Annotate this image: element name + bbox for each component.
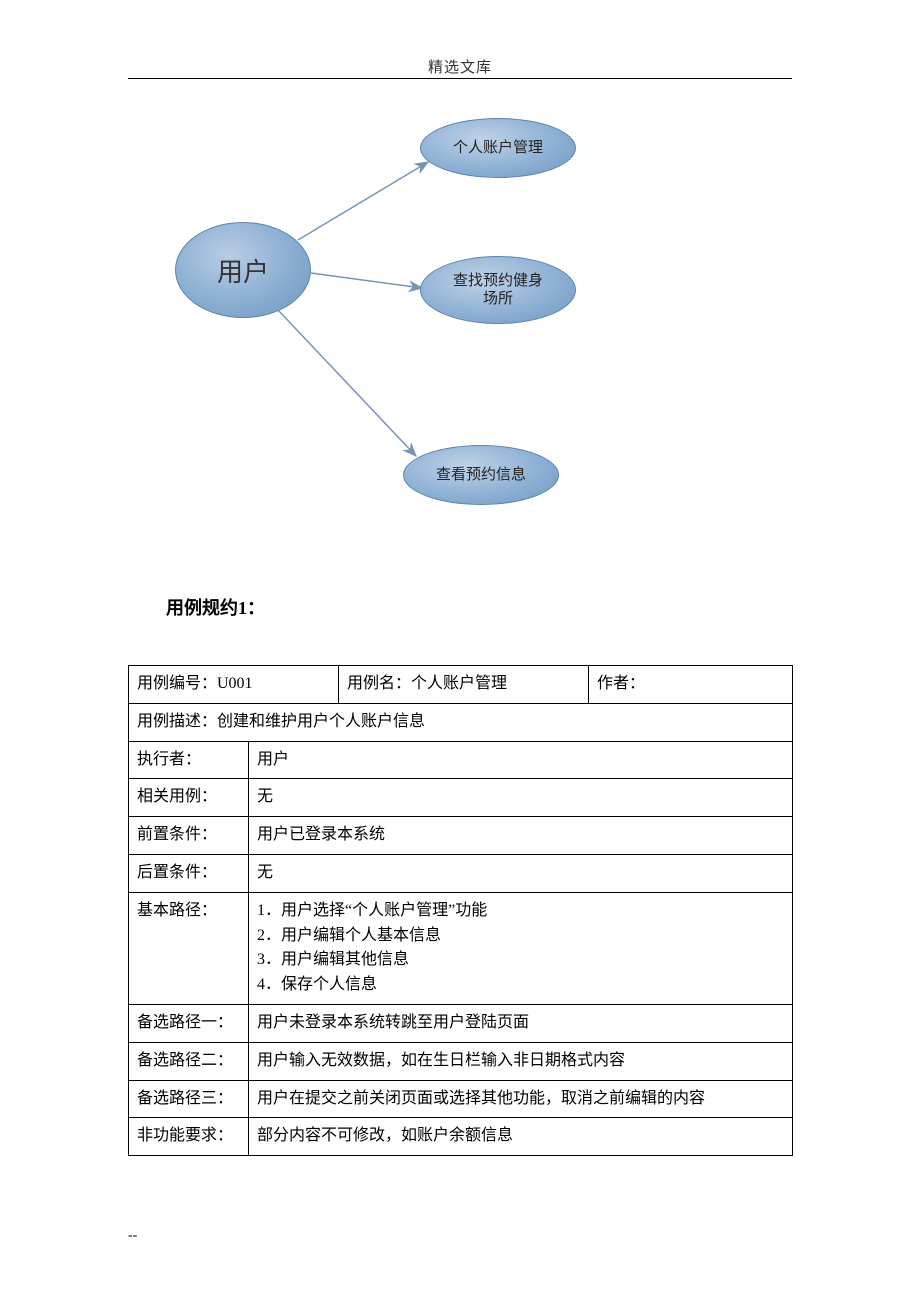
cell-key: 后置条件： bbox=[129, 854, 249, 892]
actor-node: 用户 bbox=[175, 222, 311, 318]
table-row: 前置条件： 用户已登录本系统 bbox=[129, 817, 793, 855]
table-row: 非功能要求： 部分内容不可修改，如账户余额信息 bbox=[129, 1118, 793, 1156]
basic-path-step: 2．用户编辑个人基本信息 bbox=[257, 924, 784, 949]
usecase-node-account: 个人账户管理 bbox=[420, 118, 576, 178]
use-case-diagram: 用户 个人账户管理 查找预约健身场所 查看预约信息 bbox=[128, 110, 792, 530]
edge-actor-uc1 bbox=[298, 162, 428, 240]
cell-key: 相关用例： bbox=[129, 779, 249, 817]
cell-usecase-id: 用例编号：U001 bbox=[129, 666, 339, 704]
cell-key: 执行者： bbox=[129, 741, 249, 779]
table-row: 备选路径一： 用户未登录本系统转跳至用户登陆页面 bbox=[129, 1004, 793, 1042]
document-page: 精选文库 用户 个人账户管理 查找预约健身场所 查看预约信息 用例规约1： bbox=[0, 0, 920, 1302]
cell-basic-path: 1．用户选择“个人账户管理”功能2．用户编辑个人基本信息3．用户编辑其他信息4．… bbox=[249, 892, 793, 1004]
basic-path-step: 3．用户编辑其他信息 bbox=[257, 948, 784, 973]
usecase-label: 查找预约健身场所 bbox=[453, 272, 543, 308]
table-row: 执行者： 用户 bbox=[129, 741, 793, 779]
cell-value: 用户输入无效数据，如在生日栏输入非日期格式内容 bbox=[249, 1042, 793, 1080]
cell-value: 用户在提交之前关闭页面或选择其他功能，取消之前编辑的内容 bbox=[249, 1080, 793, 1118]
basic-path-step: 1．用户选择“个人账户管理”功能 bbox=[257, 899, 784, 924]
cell-key: 备选路径三： bbox=[129, 1080, 249, 1118]
table-row: 基本路径： 1．用户选择“个人账户管理”功能2．用户编辑个人基本信息3．用户编辑… bbox=[129, 892, 793, 1004]
usecase-node-booking: 查找预约健身场所 bbox=[420, 256, 576, 324]
cell-key: 备选路径二： bbox=[129, 1042, 249, 1080]
table-row: 用例描述：创建和维护用户个人账户信息 bbox=[129, 703, 793, 741]
section-heading: 用例规约1： bbox=[166, 594, 265, 620]
cell-value: 用户 bbox=[249, 741, 793, 779]
table-row: 备选路径二： 用户输入无效数据，如在生日栏输入非日期格式内容 bbox=[129, 1042, 793, 1080]
footer-marker: -- bbox=[128, 1228, 137, 1244]
cell-key: 基本路径： bbox=[129, 892, 249, 1004]
basic-path-step: 4．保存个人信息 bbox=[257, 973, 784, 998]
cell-key: 前置条件： bbox=[129, 817, 249, 855]
cell-key: 备选路径一： bbox=[129, 1004, 249, 1042]
table-row: 用例编号：U001 用例名：个人账户管理 作者： bbox=[129, 666, 793, 704]
page-header-title: 精选文库 bbox=[0, 56, 920, 77]
edge-actor-uc2 bbox=[311, 273, 422, 288]
table-row: 后置条件： 无 bbox=[129, 854, 793, 892]
usecase-node-view: 查看预约信息 bbox=[403, 445, 559, 505]
cell-value: 用户已登录本系统 bbox=[249, 817, 793, 855]
actor-label: 用户 bbox=[217, 252, 269, 289]
cell-key: 非功能要求： bbox=[129, 1118, 249, 1156]
cell-value: 无 bbox=[249, 854, 793, 892]
header-rule bbox=[128, 78, 792, 79]
cell-usecase-name: 用例名：个人账户管理 bbox=[339, 666, 589, 704]
cell-value: 无 bbox=[249, 779, 793, 817]
cell-value: 部分内容不可修改，如账户余额信息 bbox=[249, 1118, 793, 1156]
usecase-label: 查看预约信息 bbox=[436, 466, 526, 484]
cell-author: 作者： bbox=[589, 666, 793, 704]
edge-actor-uc3 bbox=[278, 310, 416, 456]
usecase-label: 个人账户管理 bbox=[453, 139, 543, 157]
table-row: 备选路径三： 用户在提交之前关闭页面或选择其他功能，取消之前编辑的内容 bbox=[129, 1080, 793, 1118]
usecase-spec-table: 用例编号：U001 用例名：个人账户管理 作者： 用例描述：创建和维护用户个人账… bbox=[128, 665, 793, 1156]
cell-description: 用例描述：创建和维护用户个人账户信息 bbox=[129, 703, 793, 741]
usecase-spec-table-wrap: 用例编号：U001 用例名：个人账户管理 作者： 用例描述：创建和维护用户个人账… bbox=[128, 665, 792, 1156]
cell-value: 用户未登录本系统转跳至用户登陆页面 bbox=[249, 1004, 793, 1042]
table-row: 相关用例： 无 bbox=[129, 779, 793, 817]
